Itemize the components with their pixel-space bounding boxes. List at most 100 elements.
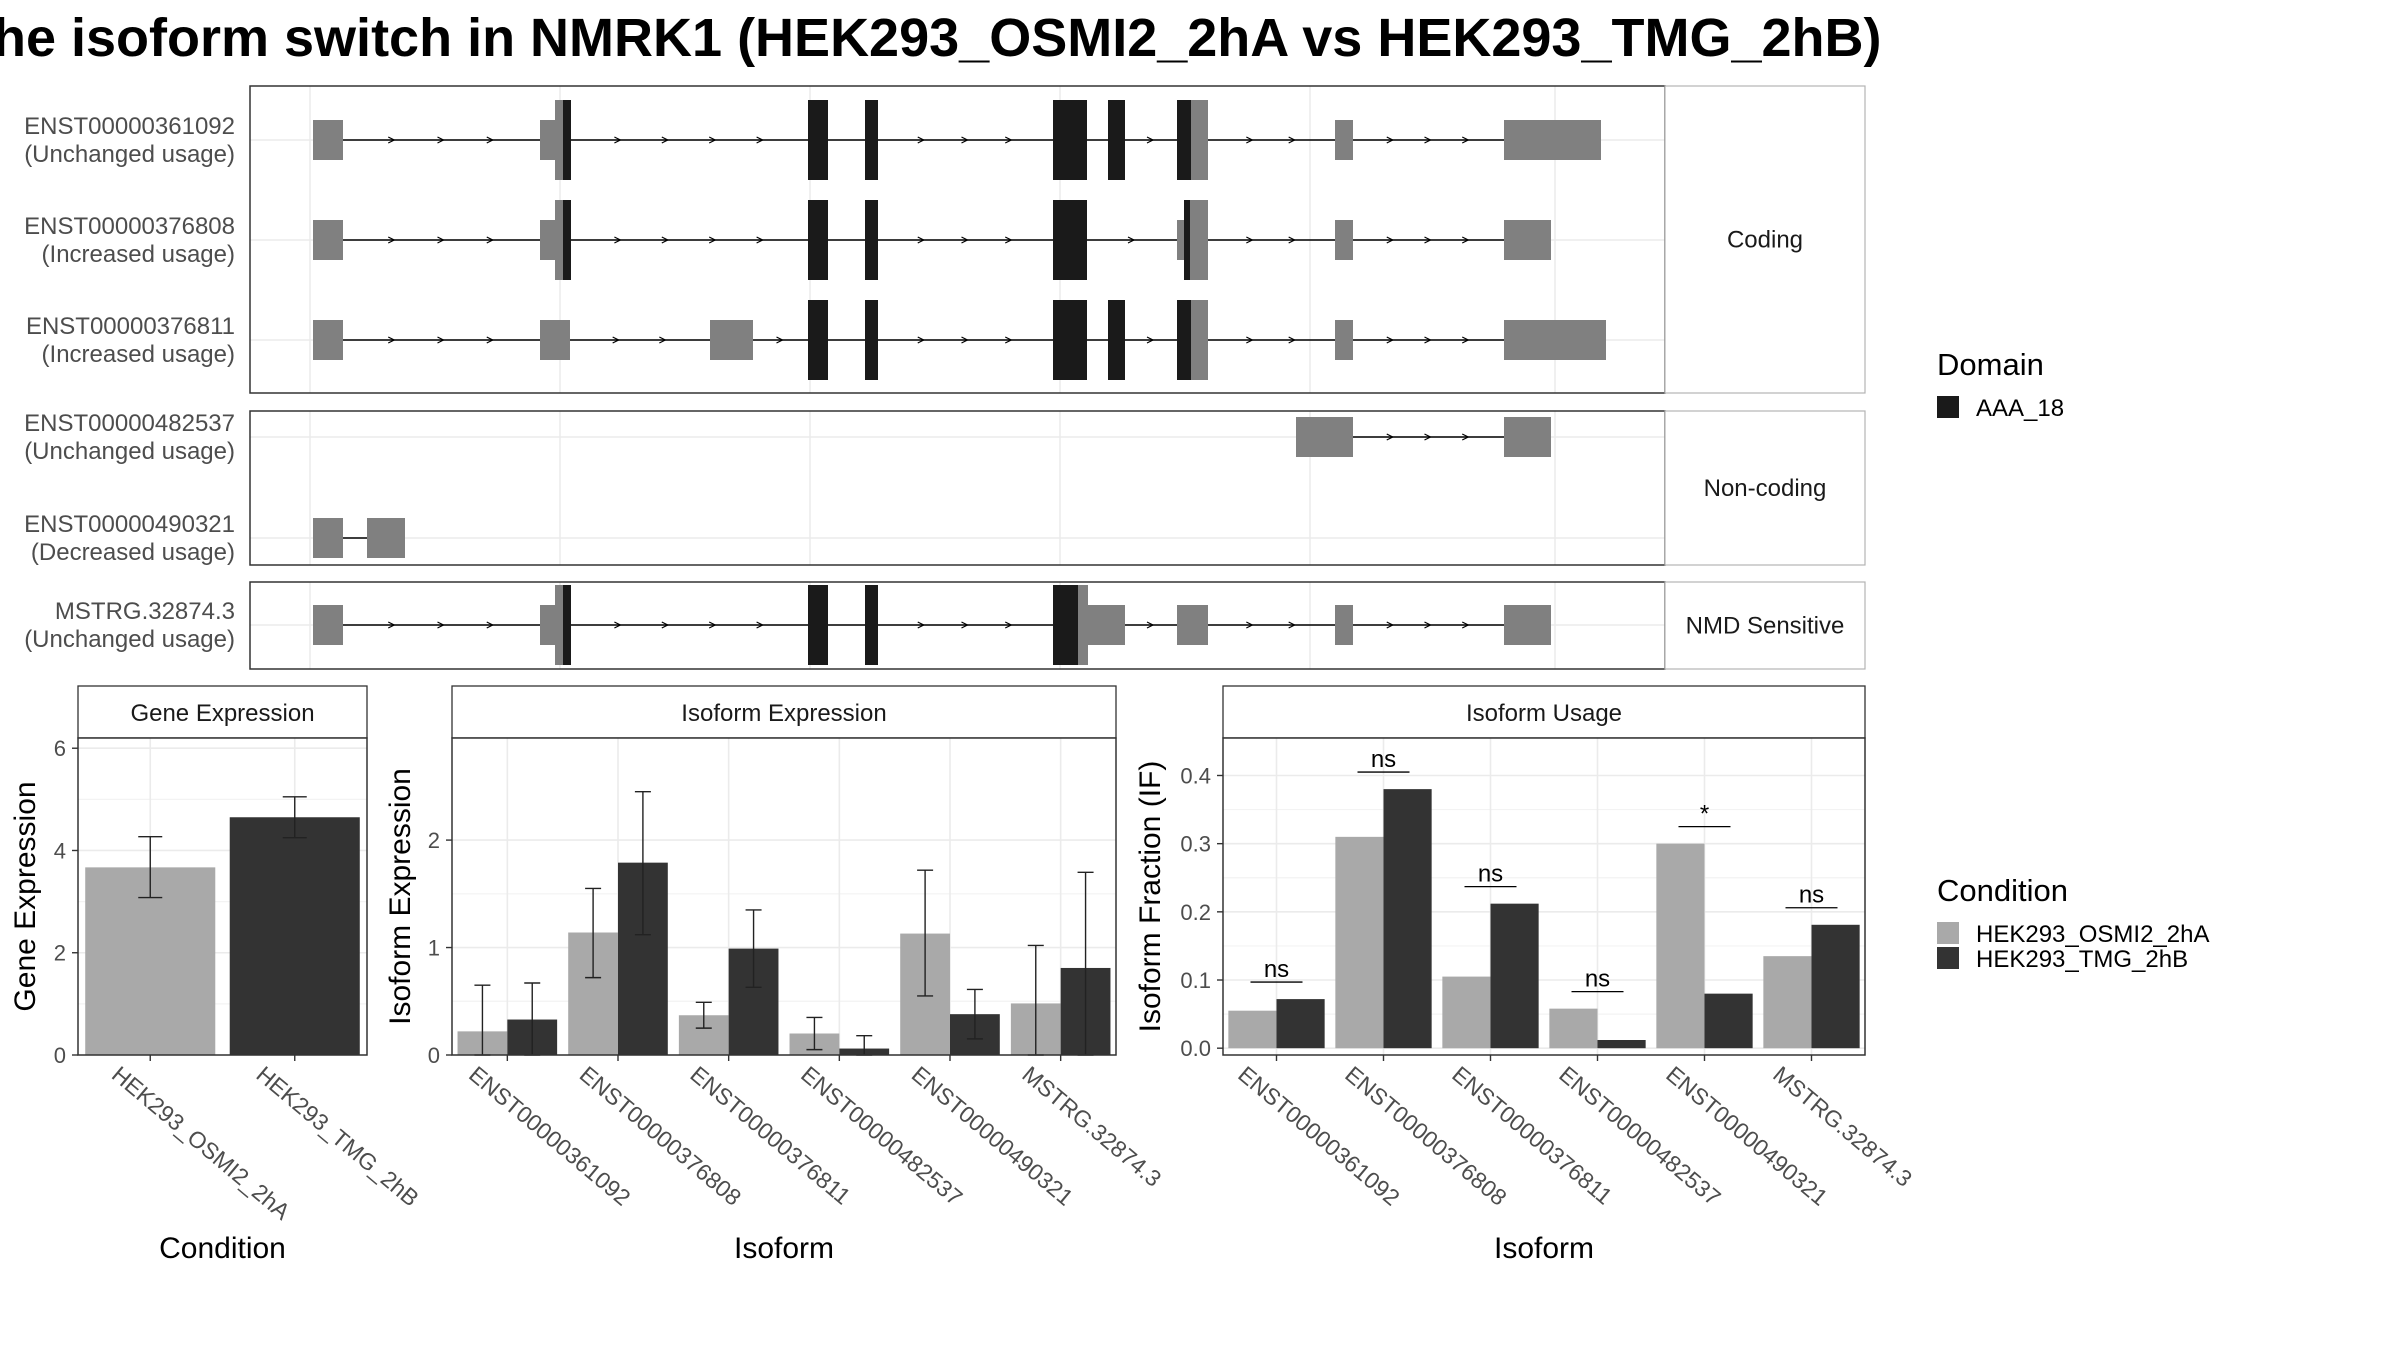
exon <box>1504 417 1551 457</box>
error-bar <box>806 1016 823 1051</box>
exon <box>1177 605 1208 645</box>
transcript-panel-non-coding: ENST00000482537(Unchanged usage)ENST0000… <box>24 410 1866 566</box>
direction-arrow <box>1386 433 1395 441</box>
transcript-track: ENST00000482537(Unchanged usage) <box>24 410 1551 465</box>
transcript-usage-label: (Unchanged usage) <box>24 438 235 465</box>
direction-arrow <box>1288 236 1297 244</box>
transcript-id-label: ENST00000490321 <box>24 511 235 538</box>
exon <box>540 120 555 160</box>
strip-box <box>1664 410 1866 566</box>
domain-exon <box>808 300 828 380</box>
direction-arrow <box>437 621 445 629</box>
domain-exon <box>1053 300 1087 380</box>
plot-border <box>77 737 368 1056</box>
direction-arrow <box>1386 621 1395 629</box>
domain-exon <box>865 100 878 180</box>
exon <box>1335 120 1353 160</box>
direction-arrow <box>1004 621 1013 629</box>
transcript-structure-plot: ENST00000361092(Unchanged usage)ENST0000… <box>24 85 1866 670</box>
condition-legend-label-1: HEK293_OSMI2_2hA <box>1976 921 2209 948</box>
direction-arrow <box>756 136 764 144</box>
direction-arrow <box>917 336 926 344</box>
exon <box>313 605 343 645</box>
error-bar <box>138 835 163 899</box>
direction-arrow <box>1461 236 1470 244</box>
exon <box>540 220 555 260</box>
exon <box>1088 605 1125 645</box>
direction-arrow <box>661 236 670 244</box>
y-tick-label: 0.3 <box>1180 832 1211 857</box>
domain-exon <box>563 585 571 665</box>
direction-arrow <box>1461 136 1470 144</box>
direction-arrow <box>1386 336 1395 344</box>
direction-arrow <box>1424 236 1432 244</box>
direction-arrow <box>1246 336 1254 344</box>
domain-legend-title: Domain <box>1937 347 2044 382</box>
direction-arrow <box>1386 236 1395 244</box>
exon <box>540 320 570 360</box>
error-bar <box>966 988 983 1040</box>
direction-arrow <box>1004 236 1013 244</box>
x-axis-title: Isoform <box>1494 1232 1594 1265</box>
exon <box>555 200 563 280</box>
exon <box>313 518 343 558</box>
exon <box>313 320 343 360</box>
y-axis-title: Isoform Expression <box>384 768 417 1025</box>
plot-background <box>1223 738 1865 1055</box>
condition-legend-label-2: HEK293_TMG_2hB <box>1976 946 2188 973</box>
bar <box>1335 836 1384 1049</box>
y-tick-label: 2 <box>54 941 66 966</box>
direction-arrow <box>486 136 495 144</box>
direction-arrow <box>661 136 670 144</box>
direction-arrow <box>1461 336 1470 344</box>
direction-arrow <box>756 236 764 244</box>
direction-arrow <box>1424 336 1432 344</box>
y-tick-label: 2 <box>428 828 440 853</box>
exon <box>1512 120 1601 160</box>
domain-exon <box>808 100 828 180</box>
chart-strip <box>1222 685 1866 739</box>
direction-arrow <box>1146 136 1155 144</box>
exon <box>1512 320 1606 360</box>
exon <box>555 100 563 180</box>
significance-label: * <box>1700 801 1709 828</box>
direction-arrow <box>708 136 717 144</box>
direction-arrow <box>437 336 445 344</box>
plot-border <box>1222 737 1866 1056</box>
direction-arrow <box>437 236 445 244</box>
domain-exon <box>865 585 878 665</box>
exon <box>740 320 753 360</box>
domain-exon <box>808 585 828 665</box>
plot-border <box>451 737 1117 1056</box>
bar <box>1597 1040 1646 1049</box>
domain-exon <box>1053 200 1087 280</box>
direction-arrow <box>661 621 670 629</box>
bar <box>1442 976 1491 1049</box>
direction-arrow <box>961 236 969 244</box>
bar <box>1383 789 1432 1049</box>
strip-label: Non-coding <box>1704 475 1827 502</box>
error-bar <box>282 796 307 839</box>
direction-arrow <box>1004 336 1013 344</box>
direction-arrow <box>614 621 622 629</box>
domain-exon <box>865 200 878 280</box>
strip-box <box>1664 85 1866 394</box>
exon <box>1078 585 1088 665</box>
exon <box>1504 605 1551 645</box>
direction-arrow <box>961 621 969 629</box>
domain-legend-label: AAA_18 <box>1976 395 2064 422</box>
transcript-id-label: ENST00000482537 <box>24 410 235 437</box>
transcript-usage-label: (Increased usage) <box>42 341 235 368</box>
condition-legend-swatch-2 <box>1937 947 1959 969</box>
exon <box>1504 120 1512 160</box>
direction-arrow <box>1461 621 1470 629</box>
domain-exon <box>865 300 878 380</box>
direction-arrow <box>1386 136 1395 144</box>
x-axis-title: Isoform <box>734 1232 834 1265</box>
bar <box>1276 999 1325 1049</box>
direction-arrow <box>1288 621 1297 629</box>
exon <box>555 585 563 665</box>
direction-arrow <box>708 621 717 629</box>
strip-label: Coding <box>1727 227 1803 254</box>
domain-exon <box>563 100 571 180</box>
